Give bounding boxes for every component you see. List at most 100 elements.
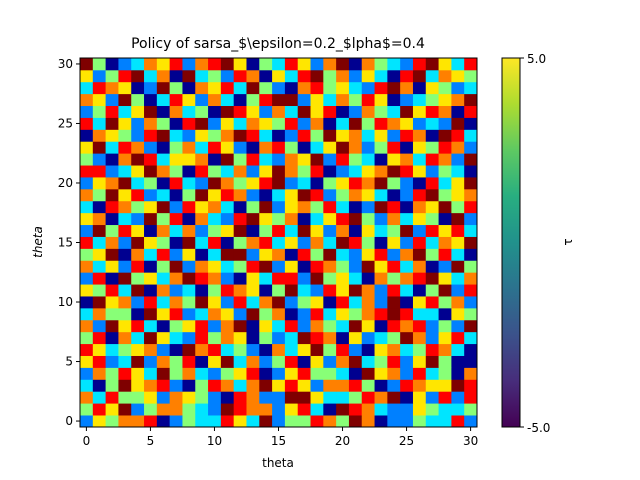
heatmap-cell — [221, 248, 234, 260]
heatmap-cell — [157, 344, 170, 356]
heatmap-cell — [246, 58, 259, 70]
heatmap-cell — [285, 165, 298, 177]
heatmap-cell — [375, 129, 388, 141]
heatmap-cell — [259, 201, 272, 213]
heatmap-cell — [131, 332, 144, 344]
heatmap-cell — [311, 106, 324, 118]
heatmap-cell — [208, 403, 221, 415]
heatmap-cell — [93, 153, 106, 165]
heatmap-cell — [246, 284, 259, 296]
heatmap-cell — [298, 165, 311, 177]
heatmap-cell — [170, 189, 183, 201]
heatmap-cell — [246, 356, 259, 368]
heatmap-cell — [182, 403, 195, 415]
heatmap-cell — [387, 356, 400, 368]
heatmap-cell — [400, 189, 413, 201]
heatmap-cell — [195, 177, 208, 189]
heatmap-cell — [118, 129, 131, 141]
heatmap-cell — [464, 272, 477, 284]
heatmap-cell — [298, 403, 311, 415]
heatmap-cell — [375, 106, 388, 118]
heatmap-cell — [131, 356, 144, 368]
heatmap-cell — [106, 237, 119, 249]
heatmap-cell — [464, 391, 477, 403]
heatmap-cell — [221, 141, 234, 153]
x-tick-label: 10 — [207, 434, 222, 448]
heatmap-cell — [413, 177, 426, 189]
heatmap-cell — [106, 213, 119, 225]
heatmap-cell — [93, 356, 106, 368]
heatmap-cell — [362, 284, 375, 296]
heatmap-cell — [311, 237, 324, 249]
heatmap-cell — [208, 153, 221, 165]
heatmap-cell — [182, 141, 195, 153]
heatmap-cell — [387, 213, 400, 225]
heatmap-cell — [144, 106, 157, 118]
heatmap-cell — [298, 141, 311, 153]
heatmap-cell — [80, 296, 93, 308]
heatmap-cell — [144, 129, 157, 141]
heatmap-cell — [464, 225, 477, 237]
heatmap-cell — [272, 129, 285, 141]
heatmap-cell — [182, 165, 195, 177]
heatmap-cell — [298, 189, 311, 201]
heatmap-cell — [323, 391, 336, 403]
heatmap-cell — [234, 260, 247, 272]
heatmap-cell — [336, 308, 349, 320]
heatmap-cell — [285, 189, 298, 201]
heatmap-cell — [234, 320, 247, 332]
heatmap-cell — [362, 118, 375, 130]
heatmap-cell — [426, 356, 439, 368]
heatmap-cell — [362, 94, 375, 106]
heatmap-cell — [464, 379, 477, 391]
heatmap-cell — [234, 177, 247, 189]
heatmap-cell — [80, 237, 93, 249]
heatmap-cell — [118, 308, 131, 320]
heatmap-cell — [285, 403, 298, 415]
heatmap-cell — [259, 403, 272, 415]
heatmap-cell — [272, 260, 285, 272]
heatmap-cell — [413, 367, 426, 379]
heatmap-cell — [106, 70, 119, 82]
heatmap-cell — [311, 248, 324, 260]
heatmap-cell — [106, 391, 119, 403]
heatmap-cell — [118, 403, 131, 415]
heatmap-cell — [451, 129, 464, 141]
heatmap-cell — [106, 284, 119, 296]
heatmap-cell — [259, 367, 272, 379]
heatmap-cell — [157, 82, 170, 94]
heatmap-cell — [118, 379, 131, 391]
heatmap-cell — [349, 308, 362, 320]
heatmap-cell — [170, 177, 183, 189]
heatmap-cell — [170, 129, 183, 141]
heatmap-cell — [144, 177, 157, 189]
heatmap-cell — [221, 415, 234, 427]
heatmap-cell — [349, 177, 362, 189]
heatmap-cell — [311, 129, 324, 141]
x-tick-label: 5 — [147, 434, 155, 448]
heatmap-cell — [362, 320, 375, 332]
heatmap-cell — [323, 367, 336, 379]
heatmap-cell — [221, 165, 234, 177]
heatmap-cell — [234, 391, 247, 403]
heatmap-cell — [464, 82, 477, 94]
heatmap-cell — [323, 165, 336, 177]
heatmap-cell — [195, 367, 208, 379]
heatmap-cell — [387, 106, 400, 118]
heatmap-cell — [234, 248, 247, 260]
heatmap-cell — [144, 344, 157, 356]
heatmap-cell — [323, 94, 336, 106]
heatmap-cell — [426, 153, 439, 165]
heatmap-cell — [439, 391, 452, 403]
heatmap-cell — [195, 141, 208, 153]
heatmap-cell — [246, 367, 259, 379]
heatmap-cell — [246, 415, 259, 427]
heatmap-cell — [246, 379, 259, 391]
heatmap-cell — [246, 118, 259, 130]
heatmap-cell — [195, 284, 208, 296]
heatmap-cell — [131, 82, 144, 94]
heatmap-cell — [375, 165, 388, 177]
heatmap-cell — [195, 308, 208, 320]
heatmap-cell — [375, 82, 388, 94]
heatmap-cell — [93, 177, 106, 189]
